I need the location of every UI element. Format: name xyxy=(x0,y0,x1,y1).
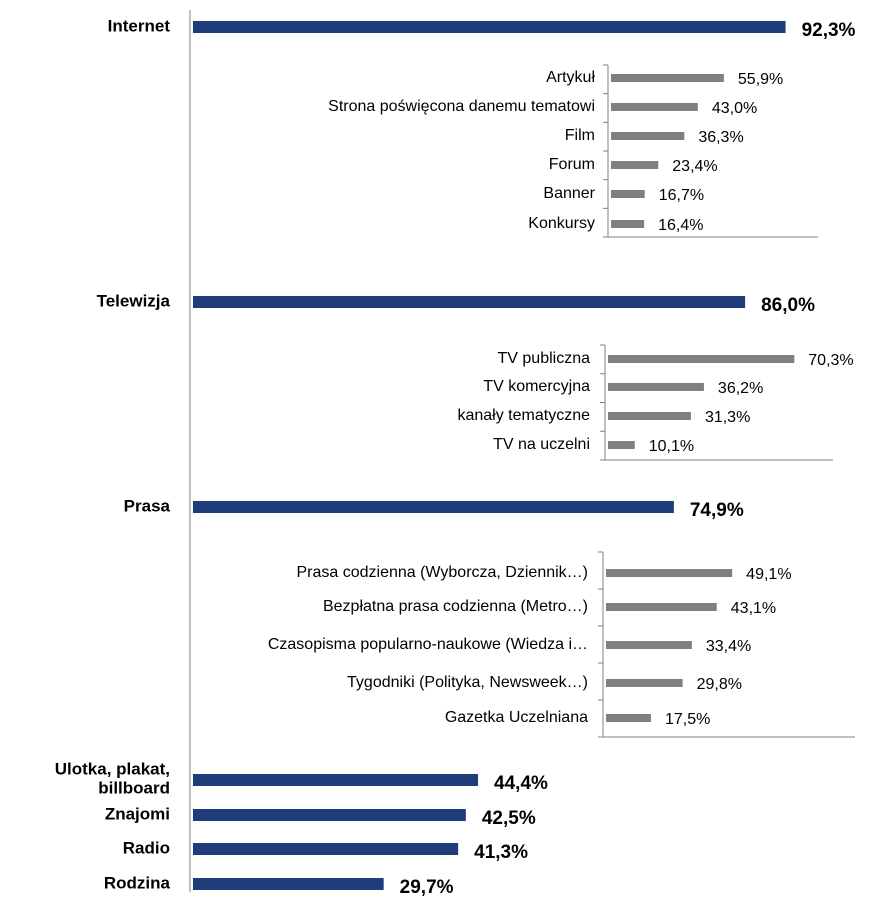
value-label: 10,1% xyxy=(649,438,694,455)
bar xyxy=(608,412,691,420)
bar xyxy=(611,132,685,140)
bar xyxy=(608,383,704,391)
category-label: Prasa xyxy=(124,496,171,515)
category-label: kanały tematyczne xyxy=(457,407,590,424)
category-label: Banner xyxy=(543,185,595,202)
value-label: 36,2% xyxy=(718,380,763,397)
value-label: 33,4% xyxy=(706,638,751,655)
value-label: 43,1% xyxy=(731,600,776,617)
bar xyxy=(606,603,717,611)
category-label: Film xyxy=(565,127,595,144)
category-label: Strona poświęcona danemu tematowi xyxy=(328,98,595,115)
value-label: 23,4% xyxy=(672,158,717,175)
category-label: Znajomi xyxy=(105,804,170,823)
bar xyxy=(606,569,733,577)
category-label: TV komercyjna xyxy=(483,378,590,395)
category-label: Internet xyxy=(108,16,171,35)
bar xyxy=(606,679,683,687)
bar xyxy=(193,809,466,821)
bar xyxy=(611,161,659,169)
value-label: 16,7% xyxy=(659,187,704,204)
bar xyxy=(193,501,674,513)
category-label: Bezpłatna prasa codzienna (Metro…) xyxy=(323,598,588,615)
category-label: Gazetka Uczelniana xyxy=(445,709,588,726)
category-label: Forum xyxy=(549,156,595,173)
value-label: 29,8% xyxy=(697,676,742,693)
value-label: 86,0% xyxy=(761,295,815,316)
category-label: Konkursy xyxy=(528,215,595,232)
value-label: 49,1% xyxy=(746,566,791,583)
value-label: 31,3% xyxy=(705,409,750,426)
value-label: 44,4% xyxy=(494,773,548,794)
value-label: 70,3% xyxy=(808,352,853,369)
category-label: TV publiczna xyxy=(498,350,591,367)
category-label: Radio xyxy=(123,838,170,857)
value-label: 74,9% xyxy=(690,500,744,521)
value-label: 29,7% xyxy=(400,877,454,898)
category-label: Ulotka, plakat, billboard xyxy=(55,760,170,798)
value-label: 17,5% xyxy=(665,711,710,728)
bar xyxy=(611,74,724,82)
value-label: 43,0% xyxy=(712,100,757,117)
value-label: 16,4% xyxy=(658,217,703,234)
category-label: TV na uczelni xyxy=(493,436,590,453)
category-label: Tygodniki (Polityka, Newsweek…) xyxy=(347,674,588,691)
bar xyxy=(611,220,645,228)
bar xyxy=(608,441,635,449)
category-label: Telewizja xyxy=(97,291,171,310)
bar xyxy=(193,774,479,786)
value-label: 42,5% xyxy=(482,808,536,829)
bar xyxy=(606,714,651,722)
bar xyxy=(193,21,786,33)
category-label: Czasopisma popularno-naukowe (Wiedza i… xyxy=(268,636,588,653)
bar xyxy=(611,103,698,111)
value-label: 41,3% xyxy=(474,842,528,863)
category-label: Rodzina xyxy=(104,873,171,892)
bar xyxy=(193,843,459,855)
value-label: 92,3% xyxy=(802,20,856,41)
value-label: 55,9% xyxy=(738,71,783,88)
bar xyxy=(193,296,746,308)
bar xyxy=(611,190,645,198)
bar xyxy=(606,641,692,649)
value-label: 36,3% xyxy=(698,129,743,146)
bar xyxy=(608,355,795,363)
bar xyxy=(193,878,384,890)
category-label: Prasa codzienna (Wyborcza, Dziennik…) xyxy=(296,564,588,581)
category-label: Artykuł xyxy=(546,69,595,86)
